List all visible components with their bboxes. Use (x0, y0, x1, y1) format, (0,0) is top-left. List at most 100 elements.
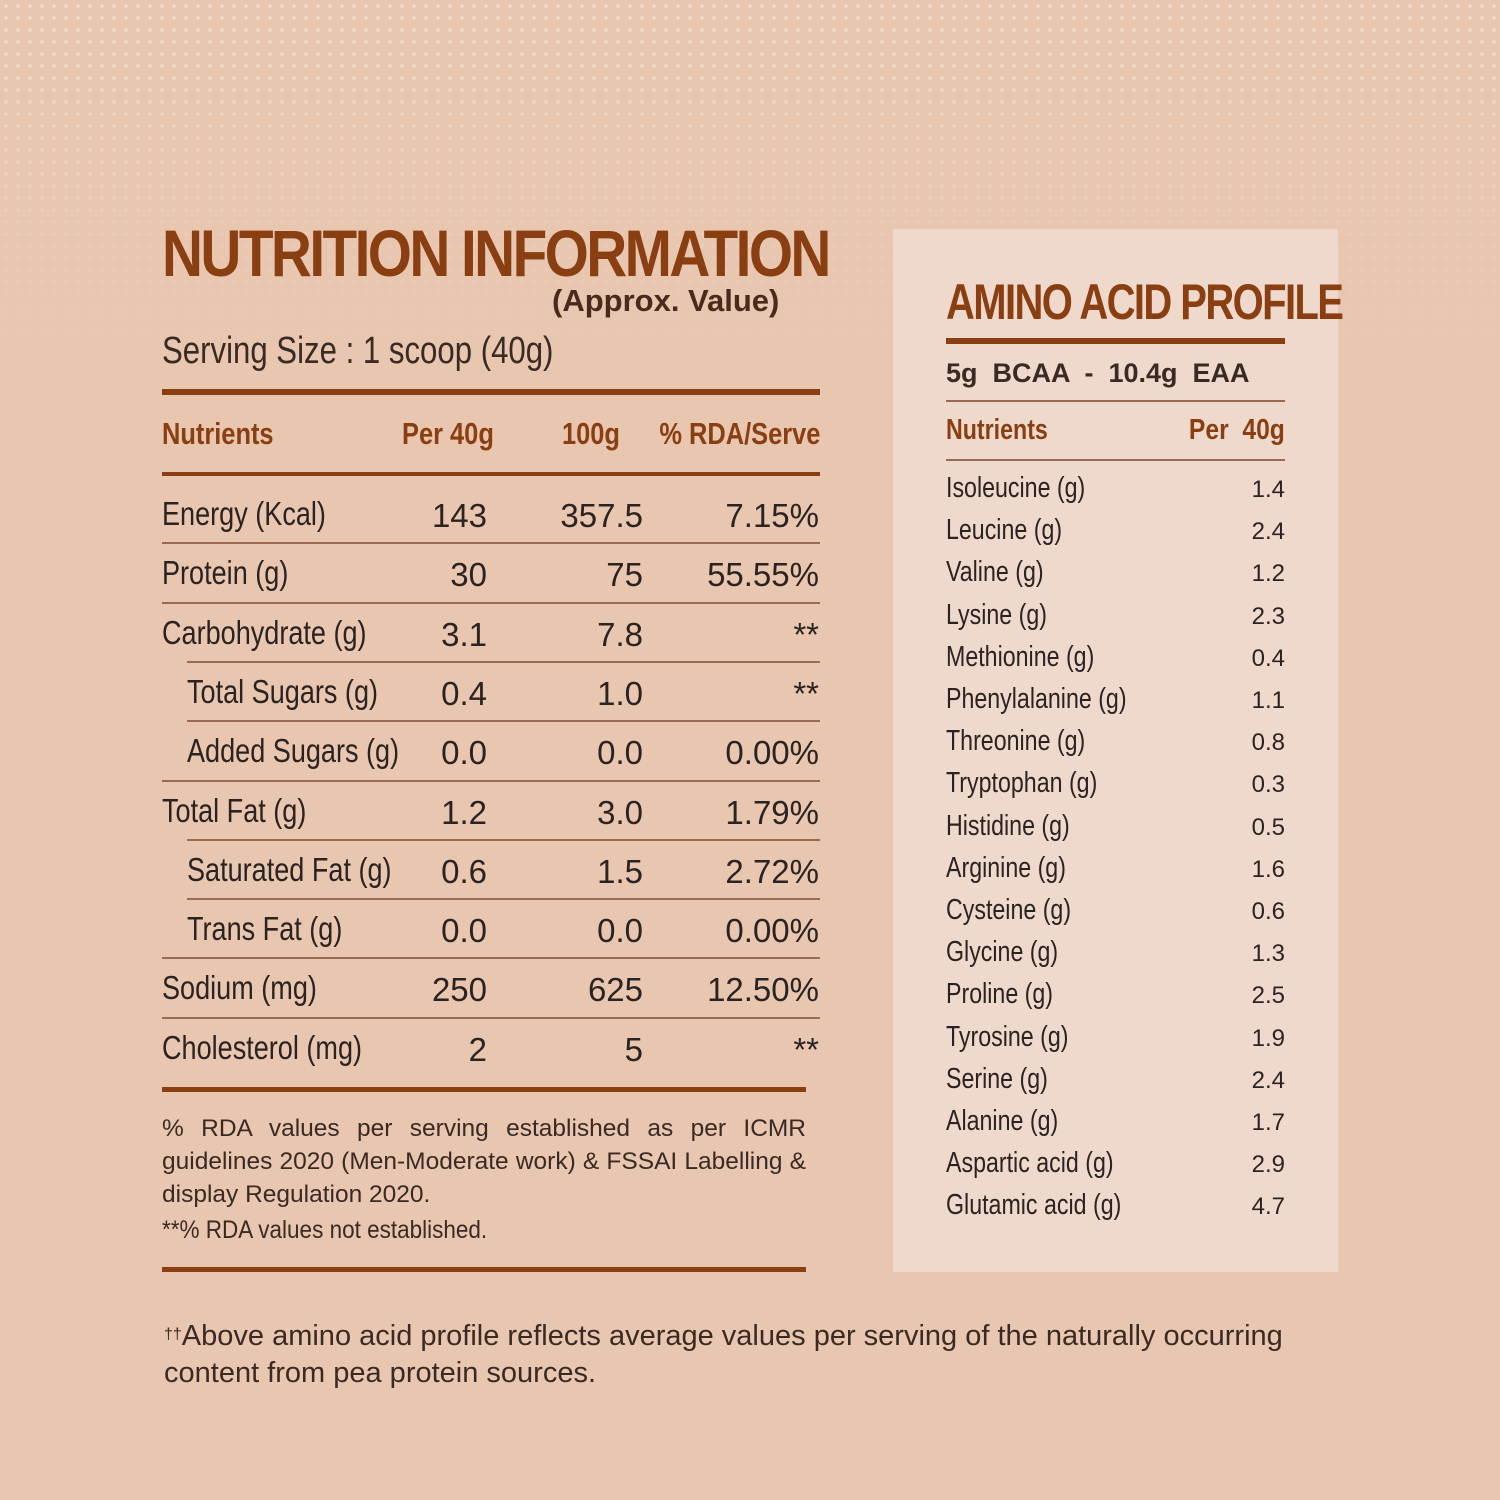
amino-acid-value: 1.9 (1251, 1025, 1285, 1052)
nutrient-rda-value: 12.50% (707, 971, 819, 1008)
nutrient-per100-value: 75 (606, 556, 643, 593)
nutrient-per40-value: 250 (431, 971, 487, 1008)
nutrient-per100-value: 3.0 (597, 794, 643, 831)
amino-acid-name: Phenylalanine (g) (946, 683, 1127, 715)
row-divider (187, 898, 820, 900)
amino-acid-name: Glycine (g) (946, 936, 1059, 968)
amino-acid-value: 1.2 (1251, 560, 1285, 587)
amino-acid-name: Valine (g) (946, 556, 1044, 588)
amino-header-nutrients: Nutrients (946, 414, 1048, 446)
header-bottom-rule (162, 472, 820, 476)
amino-acid-name: Methionine (g) (946, 641, 1095, 673)
amino-acid-name: Tryptophan (g) (946, 767, 1098, 799)
nutrient-name: Cholesterol (mg) (162, 1029, 363, 1066)
amino-acid-value: 2.3 (1251, 603, 1285, 630)
nutrient-rda-value: 1.79% (725, 794, 819, 831)
nutrient-name: Protein (g) (162, 554, 289, 591)
table-bottom-rule (162, 1087, 806, 1092)
nutrient-rda-value: ** (793, 675, 819, 712)
rda-note: % RDA values per serving established as … (162, 1115, 806, 1208)
nutrient-name: Saturated Fat (g) (187, 851, 392, 888)
amino-header-divider (946, 459, 1285, 461)
nutrient-rda-value: ** (793, 1031, 819, 1068)
amino-acid-value: 2.9 (1251, 1151, 1285, 1178)
bcaa-divider (946, 400, 1285, 402)
nutrient-per40-value: 0.0 (441, 734, 487, 771)
amino-acid-name: Leucine (g) (946, 514, 1063, 546)
amino-acid-name: Glutamic acid (g) (946, 1189, 1122, 1221)
amino-acid-name: Threonine (g) (946, 725, 1086, 757)
footnote-text: Above amino acid profile reflects averag… (164, 1320, 1283, 1389)
nutrient-rda-value: 7.15% (725, 497, 819, 534)
row-divider (187, 661, 820, 663)
nutrient-per40-value: 0.4 (441, 675, 487, 712)
amino-acid-value: 0.6 (1251, 898, 1285, 925)
nutrient-per40-value: 30 (450, 556, 487, 593)
header-per40g: Per 40g (402, 416, 494, 451)
nutrient-rda-value: 0.00% (725, 912, 819, 949)
amino-acid-name: Lysine (g) (946, 599, 1048, 631)
amino-acid-name: Alanine (g) (946, 1105, 1059, 1137)
row-divider (162, 542, 820, 544)
nutrient-per100-value: 1.5 (597, 853, 643, 890)
nutrition-title: NUTRITION INFORMATION (162, 216, 831, 290)
nutrient-per40-value: 3.1 (441, 616, 487, 653)
nutrient-per100-value: 625 (587, 971, 643, 1008)
nutrition-subtitle: (Approx. Value) (552, 283, 780, 318)
amino-acid-value: 1.6 (1251, 856, 1285, 883)
footnote-marker: †† (164, 1326, 182, 1343)
nutrient-rda-value: 55.55% (707, 556, 819, 593)
nutrient-per100-value: 0.0 (597, 734, 643, 771)
amino-acid-panel (893, 229, 1338, 1272)
nutrient-name: Total Fat (g) (162, 792, 307, 829)
nutrient-per40-value: 2 (468, 1031, 487, 1068)
amino-header-per40g: Per 40g (1189, 414, 1285, 446)
nutrient-rda-value: 2.72% (725, 853, 819, 890)
serving-size: Serving Size : 1 scoop (40g) (162, 330, 554, 372)
nutrient-name: Total Sugars (g) (187, 673, 379, 710)
amino-acid-value: 2.5 (1251, 982, 1285, 1009)
row-divider (162, 1017, 820, 1019)
amino-acid-value: 0.3 (1251, 771, 1285, 798)
amino-footnote: ††Above amino acid profile reflects aver… (164, 1318, 1354, 1392)
nutrient-name: Added Sugars (g) (187, 732, 400, 769)
table-top-rule (162, 389, 820, 395)
nutrient-per40-value: 0.0 (441, 912, 487, 949)
amino-acid-value: 1.3 (1251, 940, 1285, 967)
amino-acid-value: 0.8 (1251, 729, 1285, 756)
nutrient-per100-value: 1.0 (597, 675, 643, 712)
notes-bottom-rule (162, 1267, 806, 1272)
nutrient-name: Sodium (mg) (162, 969, 317, 1006)
rda-not-established-note: **% RDA values not established. (162, 1216, 488, 1244)
amino-acid-value: 1.7 (1251, 1109, 1285, 1136)
amino-acid-name: Histidine (g) (946, 810, 1070, 842)
nutrient-rda-value: 0.00% (725, 734, 819, 771)
amino-title: AMINO ACID PROFILE (946, 274, 1344, 330)
amino-acid-name: Proline (g) (946, 978, 1054, 1010)
amino-acid-name: Serine (g) (946, 1063, 1048, 1095)
nutrient-per100-value: 0.0 (597, 912, 643, 949)
nutrient-per40-value: 1.2 (441, 794, 487, 831)
amino-acid-value: 0.5 (1251, 814, 1285, 841)
amino-acid-name: Aspartic acid (g) (946, 1147, 1114, 1179)
amino-acid-name: Tyrosine (g) (946, 1021, 1069, 1053)
nutrient-name: Energy (Kcal) (162, 495, 326, 532)
amino-acid-name: Arginine (g) (946, 852, 1066, 884)
amino-acid-name: Cysteine (g) (946, 894, 1072, 926)
amino-acid-value: 0.4 (1251, 645, 1285, 672)
amino-acid-name: Isoleucine (g) (946, 472, 1086, 504)
header-rda: % RDA/Serve (658, 416, 820, 451)
nutrient-name: Carbohydrate (g) (162, 614, 367, 651)
nutrient-per40-value: 143 (431, 497, 487, 534)
amino-acid-value: 1.1 (1251, 687, 1285, 714)
header-nutrients: Nutrients (162, 416, 274, 451)
amino-acid-value: 2.4 (1251, 1067, 1285, 1094)
row-divider (162, 957, 820, 959)
amino-title-underline (946, 338, 1285, 344)
nutrient-per100-value: 5 (624, 1031, 643, 1068)
nutrient-per40-value: 0.6 (441, 853, 487, 890)
amino-acid-value: 2.4 (1251, 518, 1285, 545)
row-divider (187, 839, 820, 841)
amino-acid-value: 4.7 (1251, 1193, 1285, 1220)
row-divider (162, 780, 820, 782)
